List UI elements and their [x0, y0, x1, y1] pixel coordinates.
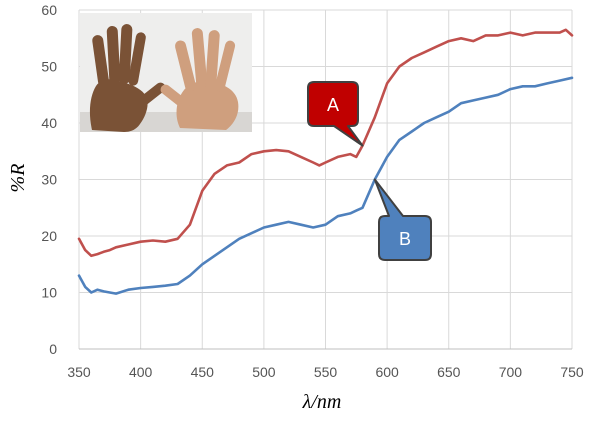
- x-tick-label: 500: [252, 364, 276, 380]
- callout-B: [373, 178, 432, 261]
- y-tick-label: 30: [41, 172, 57, 188]
- y-tick-label: 50: [41, 59, 57, 75]
- y-axis-title: %R: [7, 164, 29, 193]
- callout-label-B: B: [399, 229, 411, 249]
- light-hand: [160, 28, 239, 130]
- y-tick-label: 60: [41, 2, 57, 18]
- y-tick-labels: 0 10 20 30 40 50 60: [41, 2, 57, 357]
- callout-A: [307, 81, 364, 147]
- series-line-B: [77, 76, 574, 295]
- x-tick-label: 600: [375, 364, 399, 380]
- hands-photo-inset: [80, 13, 252, 132]
- x-tick-label: 750: [560, 364, 584, 380]
- x-tick-label: 700: [499, 364, 523, 380]
- y-tick-label: 0: [49, 341, 57, 357]
- series-lines: [77, 28, 574, 295]
- callout-label-A: A: [327, 95, 339, 115]
- dark-hand: [89, 24, 166, 132]
- x-tick-label: 450: [191, 364, 215, 380]
- y-tick-label: 40: [41, 115, 57, 131]
- x-tick-label: 550: [314, 364, 338, 380]
- x-tick-label: 400: [129, 364, 153, 380]
- x-tick-label: 350: [67, 364, 91, 380]
- x-tick-label: 650: [437, 364, 461, 380]
- x-axis-title: λ/nm: [302, 391, 342, 413]
- y-tick-label: 20: [41, 228, 57, 244]
- x-tick-labels: 350 400 450 500 550 600 650 700 750: [67, 364, 584, 380]
- series-line-A: [77, 28, 574, 258]
- y-tick-label: 10: [41, 285, 57, 301]
- callouts: AB: [307, 81, 432, 261]
